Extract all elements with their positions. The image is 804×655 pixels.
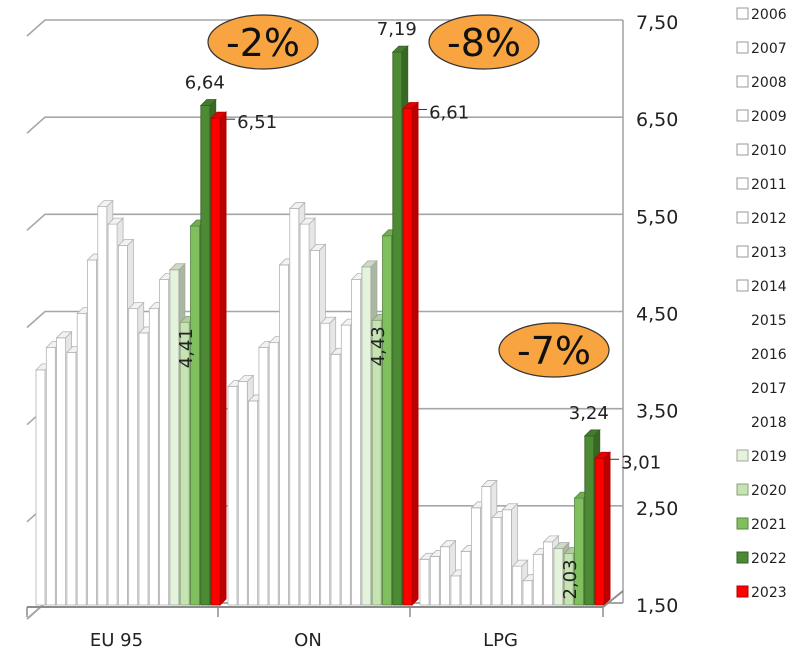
legend-swatch — [736, 41, 749, 54]
data-label: 7,19 — [377, 19, 417, 40]
legend-item-2011: 2011 — [736, 177, 787, 193]
y-tick-label: 4,50 — [636, 304, 678, 326]
y-tick-label: 1,50 — [636, 595, 678, 617]
legend-swatch — [736, 7, 749, 20]
x-tick-label: ON — [294, 630, 322, 651]
gridline — [26, 602, 623, 620]
legend-swatch — [736, 177, 749, 190]
change-badge: -2% — [207, 14, 319, 70]
legend-item-2017: 2017 — [751, 381, 787, 397]
y-tick-label: 2,50 — [636, 498, 678, 520]
legend-swatch — [736, 517, 749, 530]
svg-text:-8%: -8% — [447, 21, 521, 65]
legend-item-2008: 2008 — [736, 75, 787, 91]
axes: 1,50 2,50 3,50 4,50 5,50 6,50 7,50 EU 95 ON LPG — [26, 12, 678, 651]
legend-label: 2009 — [751, 109, 787, 125]
gridline — [26, 116, 623, 134]
legend-swatch — [736, 211, 749, 224]
svg-text:-7%: -7% — [517, 329, 591, 373]
gridline — [26, 213, 623, 231]
legend-item-2019: 2019 — [736, 449, 787, 465]
legend-swatch — [736, 245, 749, 258]
gridline — [26, 19, 623, 37]
data-label: 6,64 — [185, 73, 225, 94]
legend-label: 2017 — [751, 381, 787, 397]
legend-label: 2016 — [751, 347, 787, 363]
legend-label: 2021 — [751, 517, 787, 533]
data-label: 2,03 — [560, 559, 581, 599]
legend-item-2006: 2006 — [736, 7, 787, 23]
x-tick-label: LPG — [483, 630, 518, 651]
legend-swatch — [736, 109, 749, 122]
legend-swatch — [736, 551, 749, 564]
legend-swatch — [736, 585, 749, 598]
change-badge: -8% — [428, 14, 540, 70]
legend-label: 2014 — [751, 279, 787, 295]
legend-label: 2020 — [751, 483, 787, 499]
legend-swatch — [736, 449, 749, 462]
legend-label: 2023 — [751, 585, 787, 601]
y-tick-label: 5,50 — [636, 206, 678, 228]
floor-right-edge — [602, 590, 624, 608]
legend-swatch — [736, 75, 749, 88]
legend-item-2020: 2020 — [736, 483, 787, 499]
bar-2023-0 — [210, 111, 228, 606]
data-label: 6,51 — [237, 112, 277, 133]
legend-label: 2006 — [751, 7, 787, 23]
legend-label: 2011 — [751, 177, 787, 193]
data-label: 6,61 — [429, 102, 469, 123]
data-labels: 6,64 6,51 4,41 7,19 6,61 4,43 3,24 3,01 2,03 — [176, 19, 661, 599]
legend-label: 2015 — [751, 313, 787, 329]
legend-item-2012: 2012 — [736, 211, 787, 227]
legend-label: 2010 — [751, 143, 787, 159]
svg-text:-2%: -2% — [226, 21, 300, 65]
legend-swatch — [736, 143, 749, 156]
legend-label: 2018 — [751, 415, 787, 431]
y-tick-label: 7,50 — [636, 12, 678, 34]
legend-item-2014: 2014 — [736, 279, 787, 295]
y-tick-label: 3,50 — [636, 401, 678, 423]
legend-item-2023: 2023 — [736, 585, 787, 601]
legend-item-2013: 2013 — [736, 245, 787, 261]
legend-item-2021: 2021 — [736, 517, 787, 533]
legend-item-2018: 2018 — [751, 415, 787, 431]
data-label: 4,41 — [176, 328, 197, 368]
bar-2023-1 — [402, 101, 420, 606]
data-label: 3,01 — [621, 452, 661, 473]
legend-label: 2007 — [751, 41, 787, 57]
bars — [35, 45, 612, 606]
legend-item-2016: 2016 — [751, 347, 787, 363]
legend-item-2010: 2010 — [736, 143, 787, 159]
legend-label: 2012 — [751, 211, 787, 227]
legend: 2006 2007 2008 2009 2010 2011 2012 2013 2014 2015… — [736, 7, 787, 601]
y-tick-label: 6,50 — [636, 109, 678, 131]
bar-2023-2 — [594, 451, 612, 606]
data-label: 4,43 — [368, 326, 389, 366]
legend-label: 2013 — [751, 245, 787, 261]
legend-item-2015: 2015 — [751, 313, 787, 329]
legend-label: 2008 — [751, 75, 787, 91]
gridline — [26, 310, 623, 329]
data-label: 3,24 — [569, 403, 609, 424]
legend-label: 2019 — [751, 449, 787, 465]
legend-item-2007: 2007 — [736, 41, 787, 57]
legend-swatch — [736, 279, 749, 292]
change-badge: -7% — [498, 322, 610, 378]
legend-swatch — [736, 483, 749, 496]
x-tick-label: EU 95 — [90, 630, 143, 651]
legend-item-2022: 2022 — [736, 551, 787, 567]
change-badges: -2% -8% -7% — [207, 14, 610, 378]
legend-item-2009: 2009 — [736, 109, 787, 125]
legend-label: 2022 — [751, 551, 787, 567]
